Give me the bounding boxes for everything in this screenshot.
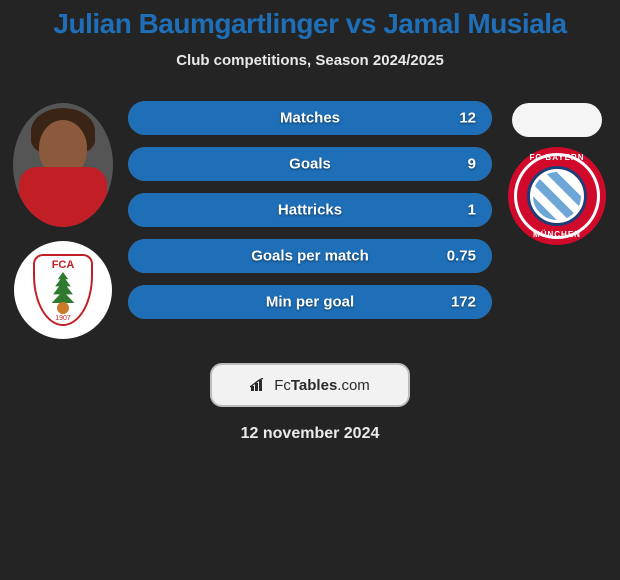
player-silhouette xyxy=(19,108,107,227)
stat-row-min-per-goal: Min per goal 172 xyxy=(128,285,492,319)
left-column: FCA 1907 xyxy=(8,99,118,339)
page-subtitle: Club competitions, Season 2024/2025 xyxy=(0,52,620,69)
fca-text: FCA xyxy=(52,259,75,271)
right-column: FC BAYERN MÜNCHEN xyxy=(502,99,612,245)
stat-label: Min per goal xyxy=(266,294,354,311)
fca-year: 1907 xyxy=(35,315,91,322)
pinecone-icon xyxy=(57,302,69,314)
bayern-text-top: FC BAYERN xyxy=(508,153,606,162)
player-right-photo-placeholder xyxy=(512,103,602,137)
comparison-card: Julian Baumgartlinger vs Jamal Musiala C… xyxy=(0,0,620,443)
silhouette-body xyxy=(19,167,107,227)
stat-row-goals-per-match: Goals per match 0.75 xyxy=(128,239,492,273)
stat-row-hattricks: Hattricks 1 xyxy=(128,193,492,227)
player-left-photo xyxy=(13,103,113,227)
footer: FcTables.com 12 november 2024 xyxy=(0,363,620,443)
brand-suffix: .com xyxy=(337,377,370,394)
stat-value-right: 0.75 xyxy=(447,248,476,265)
stat-row-matches: Matches 12 xyxy=(128,101,492,135)
club-right-badge: FC BAYERN MÜNCHEN xyxy=(508,147,606,245)
brand-bold: Tables xyxy=(291,377,337,394)
page-title: Julian Baumgartlinger vs Jamal Musiala xyxy=(0,8,620,40)
main-row: FCA 1907 Matches 12 Goals 9 Hattricks xyxy=(0,99,620,339)
club-left-badge: FCA 1907 xyxy=(14,241,112,339)
stat-row-goals: Goals 9 xyxy=(128,147,492,181)
fca-shield-icon: FCA 1907 xyxy=(33,254,93,326)
bayern-ring-icon xyxy=(514,153,600,239)
brand-text: FcTables.com xyxy=(274,377,370,394)
stat-value-right: 9 xyxy=(468,156,476,173)
stat-label: Goals per match xyxy=(251,248,369,265)
stat-value-right: 12 xyxy=(459,110,476,127)
stat-label: Goals xyxy=(289,156,331,173)
brand-link[interactable]: FcTables.com xyxy=(210,363,410,407)
stat-value-right: 172 xyxy=(451,294,476,311)
stats-column: Matches 12 Goals 9 Hattricks 1 Goals per… xyxy=(128,99,492,319)
bayern-text-bottom: MÜNCHEN xyxy=(508,230,606,239)
brand-prefix: Fc xyxy=(274,377,291,394)
stat-label: Hattricks xyxy=(278,202,342,219)
chart-icon xyxy=(250,378,268,392)
stat-value-right: 1 xyxy=(468,202,476,219)
date-label: 12 november 2024 xyxy=(241,425,380,443)
stat-label: Matches xyxy=(280,110,340,127)
